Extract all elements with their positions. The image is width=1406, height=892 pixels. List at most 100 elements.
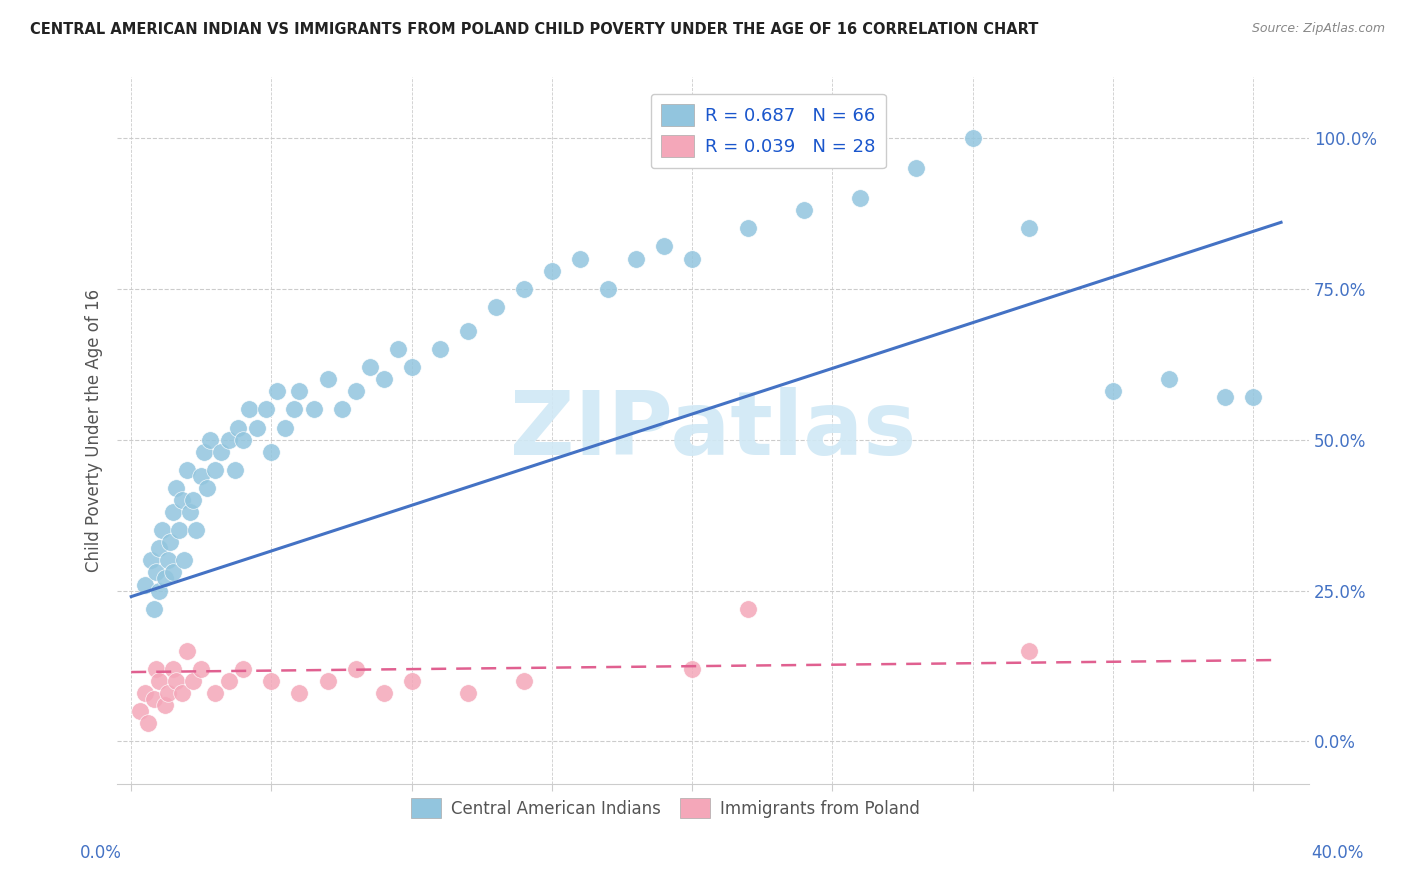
Point [170, 493, 193, 508]
Point [513, 674, 536, 689]
Point [793, 203, 815, 218]
Point [232, 662, 254, 676]
Point [288, 686, 311, 700]
Point [162, 566, 184, 580]
Point [176, 644, 198, 658]
Point [962, 130, 984, 145]
Point [246, 420, 269, 434]
Point [330, 402, 353, 417]
Point [238, 402, 260, 417]
Point [162, 662, 184, 676]
Point [142, 692, 165, 706]
Point [541, 263, 564, 277]
Point [148, 674, 170, 689]
Point [457, 686, 479, 700]
Point [204, 463, 226, 477]
Point [181, 674, 204, 689]
Point [162, 505, 184, 519]
Text: 0.0%: 0.0% [80, 844, 122, 862]
Point [429, 342, 451, 356]
Point [316, 674, 339, 689]
Point [316, 372, 339, 386]
Point [165, 674, 187, 689]
Point [401, 360, 423, 375]
Text: 40.0%: 40.0% [1310, 844, 1364, 862]
Point [181, 493, 204, 508]
Point [737, 601, 759, 615]
Point [344, 384, 367, 399]
Point [401, 674, 423, 689]
Point [849, 191, 872, 205]
Point [226, 420, 249, 434]
Point [145, 662, 167, 676]
Point [148, 541, 170, 556]
Point [1157, 372, 1180, 386]
Point [737, 221, 759, 235]
Point [190, 468, 212, 483]
Point [156, 686, 179, 700]
Point [142, 601, 165, 615]
Point [485, 300, 508, 314]
Point [198, 433, 221, 447]
Point [209, 444, 232, 458]
Point [1018, 644, 1040, 658]
Point [232, 433, 254, 447]
Point [624, 252, 647, 266]
Point [457, 324, 479, 338]
Point [136, 716, 159, 731]
Point [224, 463, 246, 477]
Point [153, 698, 176, 713]
Point [204, 686, 226, 700]
Point [159, 535, 181, 549]
Point [652, 239, 675, 253]
Point [596, 282, 619, 296]
Legend: Central American Indians, Immigrants from Poland: Central American Indians, Immigrants fro… [404, 791, 927, 825]
Point [274, 420, 297, 434]
Point [218, 433, 240, 447]
Point [184, 523, 207, 537]
Point [170, 686, 193, 700]
Point [260, 444, 283, 458]
Y-axis label: Child Poverty Under the Age of 16: Child Poverty Under the Age of 16 [86, 289, 103, 572]
Text: ZIPatlas: ZIPatlas [510, 387, 917, 474]
Point [153, 572, 176, 586]
Point [905, 161, 928, 175]
Point [1101, 384, 1123, 399]
Point [134, 686, 156, 700]
Text: Source: ZipAtlas.com: Source: ZipAtlas.com [1251, 22, 1385, 36]
Point [190, 662, 212, 676]
Point [513, 282, 536, 296]
Point [1018, 221, 1040, 235]
Point [167, 523, 190, 537]
Point [1241, 390, 1264, 404]
Point [173, 553, 195, 567]
Point [373, 686, 395, 700]
Point [681, 662, 703, 676]
Point [359, 360, 381, 375]
Point [134, 577, 156, 591]
Text: CENTRAL AMERICAN INDIAN VS IMMIGRANTS FROM POLAND CHILD POVERTY UNDER THE AGE OF: CENTRAL AMERICAN INDIAN VS IMMIGRANTS FR… [30, 22, 1039, 37]
Point [254, 402, 277, 417]
Point [283, 402, 305, 417]
Point [373, 372, 395, 386]
Point [176, 463, 198, 477]
Point [145, 566, 167, 580]
Point [302, 402, 325, 417]
Point [218, 674, 240, 689]
Point [193, 444, 215, 458]
Point [139, 553, 162, 567]
Point [128, 704, 150, 718]
Point [156, 553, 179, 567]
Point [1213, 390, 1236, 404]
Point [165, 481, 187, 495]
Point [195, 481, 218, 495]
Point [148, 583, 170, 598]
Point [387, 342, 409, 356]
Point [344, 662, 367, 676]
Point [568, 252, 591, 266]
Point [266, 384, 288, 399]
Point [260, 674, 283, 689]
Point [681, 252, 703, 266]
Point [150, 523, 173, 537]
Point [179, 505, 201, 519]
